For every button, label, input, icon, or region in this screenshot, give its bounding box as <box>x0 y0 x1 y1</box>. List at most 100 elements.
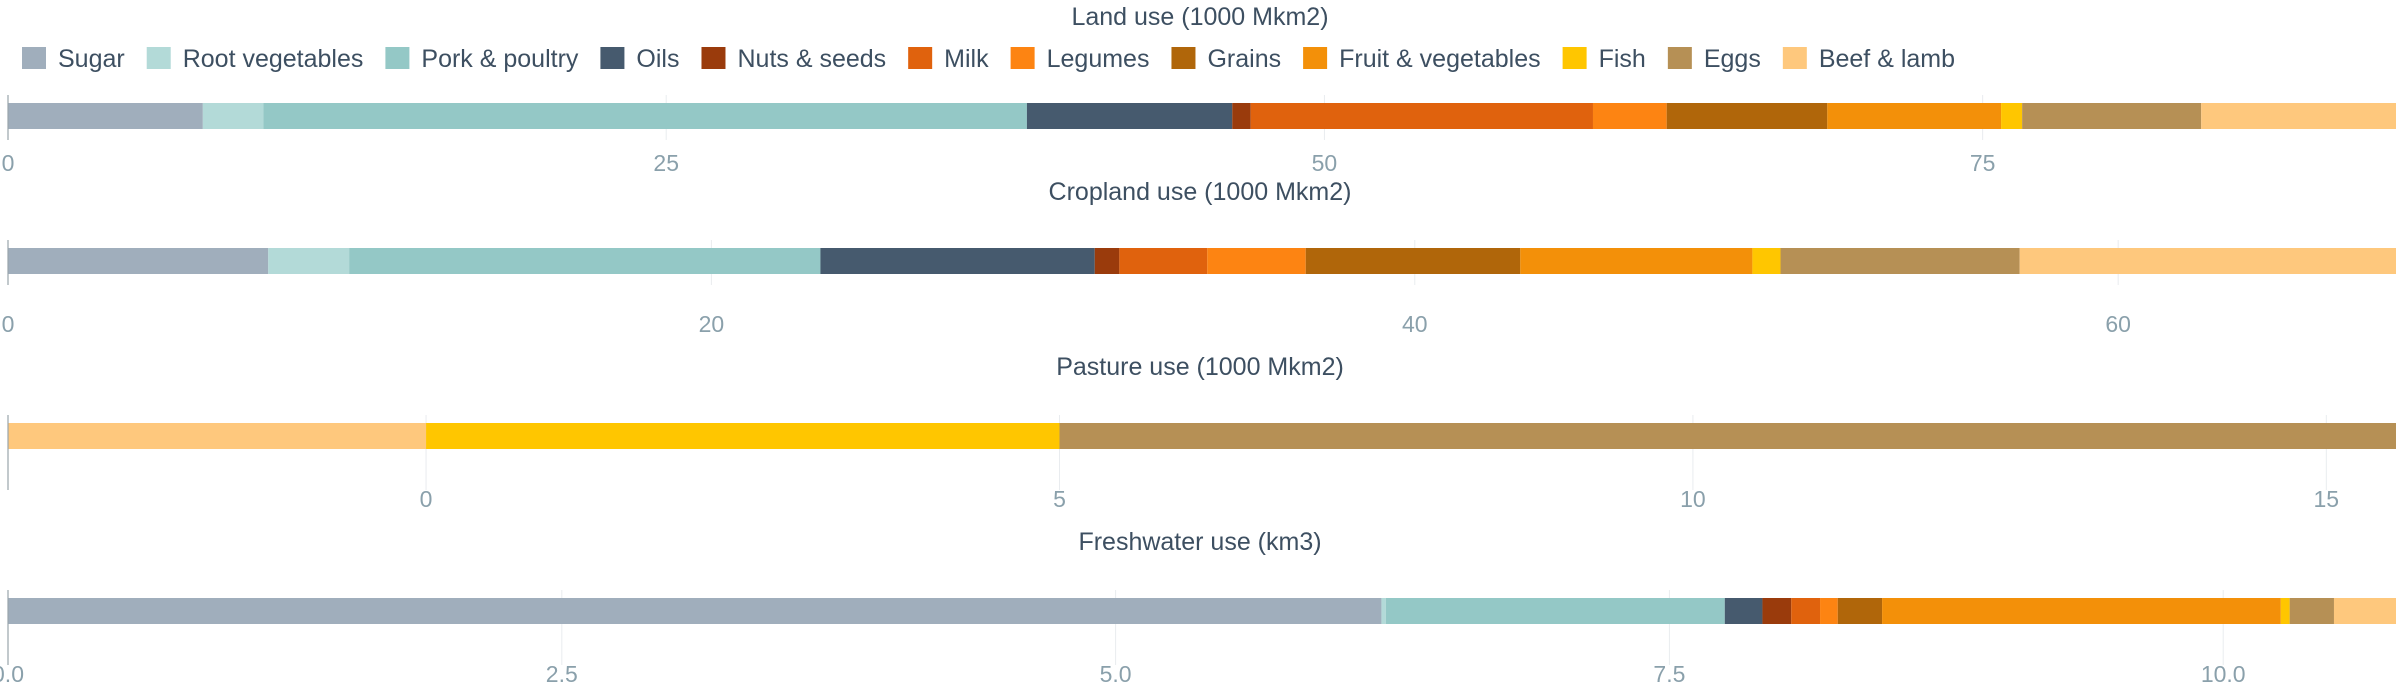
legend-label: Grains <box>1207 45 1281 73</box>
bar-segment-grains[interactable] <box>1305 248 1521 274</box>
legend-label: Fruit & vegetables <box>1339 45 1541 73</box>
legend-label: Pork & poultry <box>421 45 579 73</box>
bar-segment-nuts-and-seeds[interactable] <box>1762 598 1792 624</box>
legend-item-sugar[interactable]: Sugar <box>22 45 125 73</box>
tick-label: 7.5 <box>1653 661 1685 687</box>
bar-segment-oils[interactable] <box>1026 103 1233 129</box>
bar-segment-beef-and-lamb[interactable] <box>2019 248 2396 274</box>
panel-land-use-1000-mkm2: Land use (1000 Mkm2) 0 25 50 75 <box>2 3 2396 176</box>
bar-segment-oils[interactable] <box>820 248 1095 274</box>
bar-segment-fish[interactable] <box>426 423 1060 449</box>
tick-label: 75 <box>1970 150 1996 176</box>
bar-segment-eggs[interactable] <box>2022 103 2202 129</box>
bar-segment-eggs[interactable] <box>2289 598 2334 624</box>
bar-segment-milk[interactable] <box>1119 248 1208 274</box>
bar-segment-legumes[interactable] <box>1592 103 1667 129</box>
legend-item-nuts-and-seeds[interactable]: Nuts & seeds <box>701 45 886 73</box>
tick-label: 0.0 <box>0 661 24 687</box>
tick-label: 0 <box>2 311 15 337</box>
bar-segment-pork-and-poultry[interactable] <box>349 248 821 274</box>
legend-swatch <box>1562 47 1587 69</box>
bar-segment-beef-and-lamb[interactable] <box>2333 598 2396 624</box>
legend-label: Oils <box>636 45 679 73</box>
legend-swatch <box>1010 47 1035 69</box>
bar-segment-fruit-and-vegetables[interactable] <box>1882 598 2281 624</box>
tick-label: 5.0 <box>1100 661 1132 687</box>
tick-label: 5 <box>1053 486 1066 512</box>
panel-pasture-use-1000-mkm2: Pasture use (1000 Mkm2) 0 5 10 15 <box>7 353 2396 512</box>
legend-swatch <box>385 47 410 69</box>
legend-item-beef-and-lamb[interactable]: Beef & lamb <box>1782 45 1955 73</box>
legend-item-milk[interactable]: Milk <box>908 45 989 73</box>
legend-item-legumes[interactable]: Legumes <box>1010 45 1150 73</box>
bar-segment-fruit-and-vegetables[interactable] <box>1827 103 2002 129</box>
bar-segment-root-vegetables[interactable] <box>202 103 264 129</box>
legend-item-oils[interactable]: Oils <box>600 45 679 73</box>
bar-segment-nuts-and-seeds[interactable] <box>1094 248 1120 274</box>
legend-swatch <box>146 47 171 69</box>
bar-segment-eggs[interactable] <box>1059 423 2396 449</box>
legend-label: Eggs <box>1704 45 1761 73</box>
tick-label: 40 <box>1402 311 1428 337</box>
bar-segment-fish[interactable] <box>2001 103 2023 129</box>
bar-segment-sugar[interactable] <box>8 103 203 129</box>
bar-segment-fish[interactable] <box>1752 248 1781 274</box>
tick-label: 0 <box>2 150 15 176</box>
bar-segment-beef-and-lamb[interactable] <box>2201 103 2396 129</box>
tick-label: 60 <box>2105 311 2131 337</box>
bar-segment-root-vegetables[interactable] <box>268 248 350 274</box>
bar-segment-beef-and-lamb[interactable] <box>8 423 427 449</box>
legend-label: Legumes <box>1047 45 1150 73</box>
legend-swatch <box>908 47 933 69</box>
bar-segment-legumes[interactable] <box>1820 598 1838 624</box>
legend-item-fish[interactable]: Fish <box>1562 45 1646 73</box>
bar-segment-milk[interactable] <box>1250 103 1593 129</box>
legend-item-grains[interactable]: Grains <box>1171 45 1281 73</box>
tick-label: 0 <box>420 486 433 512</box>
bar-segment-fruit-and-vegetables[interactable] <box>1520 248 1753 274</box>
legend-swatch <box>1782 47 1807 69</box>
bar-segment-legumes[interactable] <box>1207 248 1306 274</box>
legend-item-eggs[interactable]: Eggs <box>1667 45 1761 73</box>
bar-segment-pork-and-poultry[interactable] <box>1385 598 1725 624</box>
legend-item-pork-and-poultry[interactable]: Pork & poultry <box>385 45 579 73</box>
bar-segment-sugar[interactable] <box>8 248 269 274</box>
legend-item-fruit-and-vegetables[interactable]: Fruit & vegetables <box>1303 45 1541 73</box>
legend-swatch <box>701 47 726 69</box>
bar-segment-root-vegetables[interactable] <box>1381 598 1386 624</box>
bar-segment-milk[interactable] <box>1791 598 1821 624</box>
tick-label: 10 <box>1680 486 1706 512</box>
panel-cropland-use-1000-mkm2: Cropland use (1000 Mkm2) 0 20 40 60 <box>2 178 2396 337</box>
tick-label: 25 <box>653 150 679 176</box>
bar-segment-nuts-and-seeds[interactable] <box>1232 103 1251 129</box>
legend-item-root-vegetables[interactable]: Root vegetables <box>146 45 364 73</box>
bar-segment-grains[interactable] <box>1666 103 1828 129</box>
bar-segment-grains[interactable] <box>1837 598 1883 624</box>
legend: Sugar Root vegetables Pork & poultry Oils Nu… <box>22 45 1955 73</box>
legend-swatch <box>1171 47 1196 69</box>
legend-label: Milk <box>944 45 989 73</box>
tick-label: 20 <box>699 311 725 337</box>
legend-swatch <box>22 47 46 69</box>
bar-segment-sugar[interactable] <box>8 598 1382 624</box>
tick-label: 15 <box>2314 486 2340 512</box>
bar-segment-eggs[interactable] <box>1780 248 2020 274</box>
panel-title: Cropland use (1000 Mkm2) <box>1049 178 1352 206</box>
legend-label: Nuts & seeds <box>737 45 886 73</box>
bar-segment-fish[interactable] <box>2280 598 2290 624</box>
panel-title: Pasture use (1000 Mkm2) <box>1056 353 1344 381</box>
tick-label: 2.5 <box>546 661 578 687</box>
legend-label: Root vegetables <box>183 45 364 73</box>
bar-segment-oils[interactable] <box>1724 598 1763 624</box>
bar-segment-pork-and-poultry[interactable] <box>263 103 1027 129</box>
tick-label: 50 <box>1312 150 1338 176</box>
panel-title: Freshwater use (km3) <box>1078 528 1321 556</box>
panel-title: Land use (1000 Mkm2) <box>1071 3 1328 31</box>
tick-label: 10.0 <box>2201 661 2246 687</box>
legend-swatch <box>1303 47 1328 69</box>
legend-label: Fish <box>1599 45 1646 73</box>
legend-label: Beef & lamb <box>1819 45 1955 73</box>
legend-swatch <box>1667 47 1692 69</box>
